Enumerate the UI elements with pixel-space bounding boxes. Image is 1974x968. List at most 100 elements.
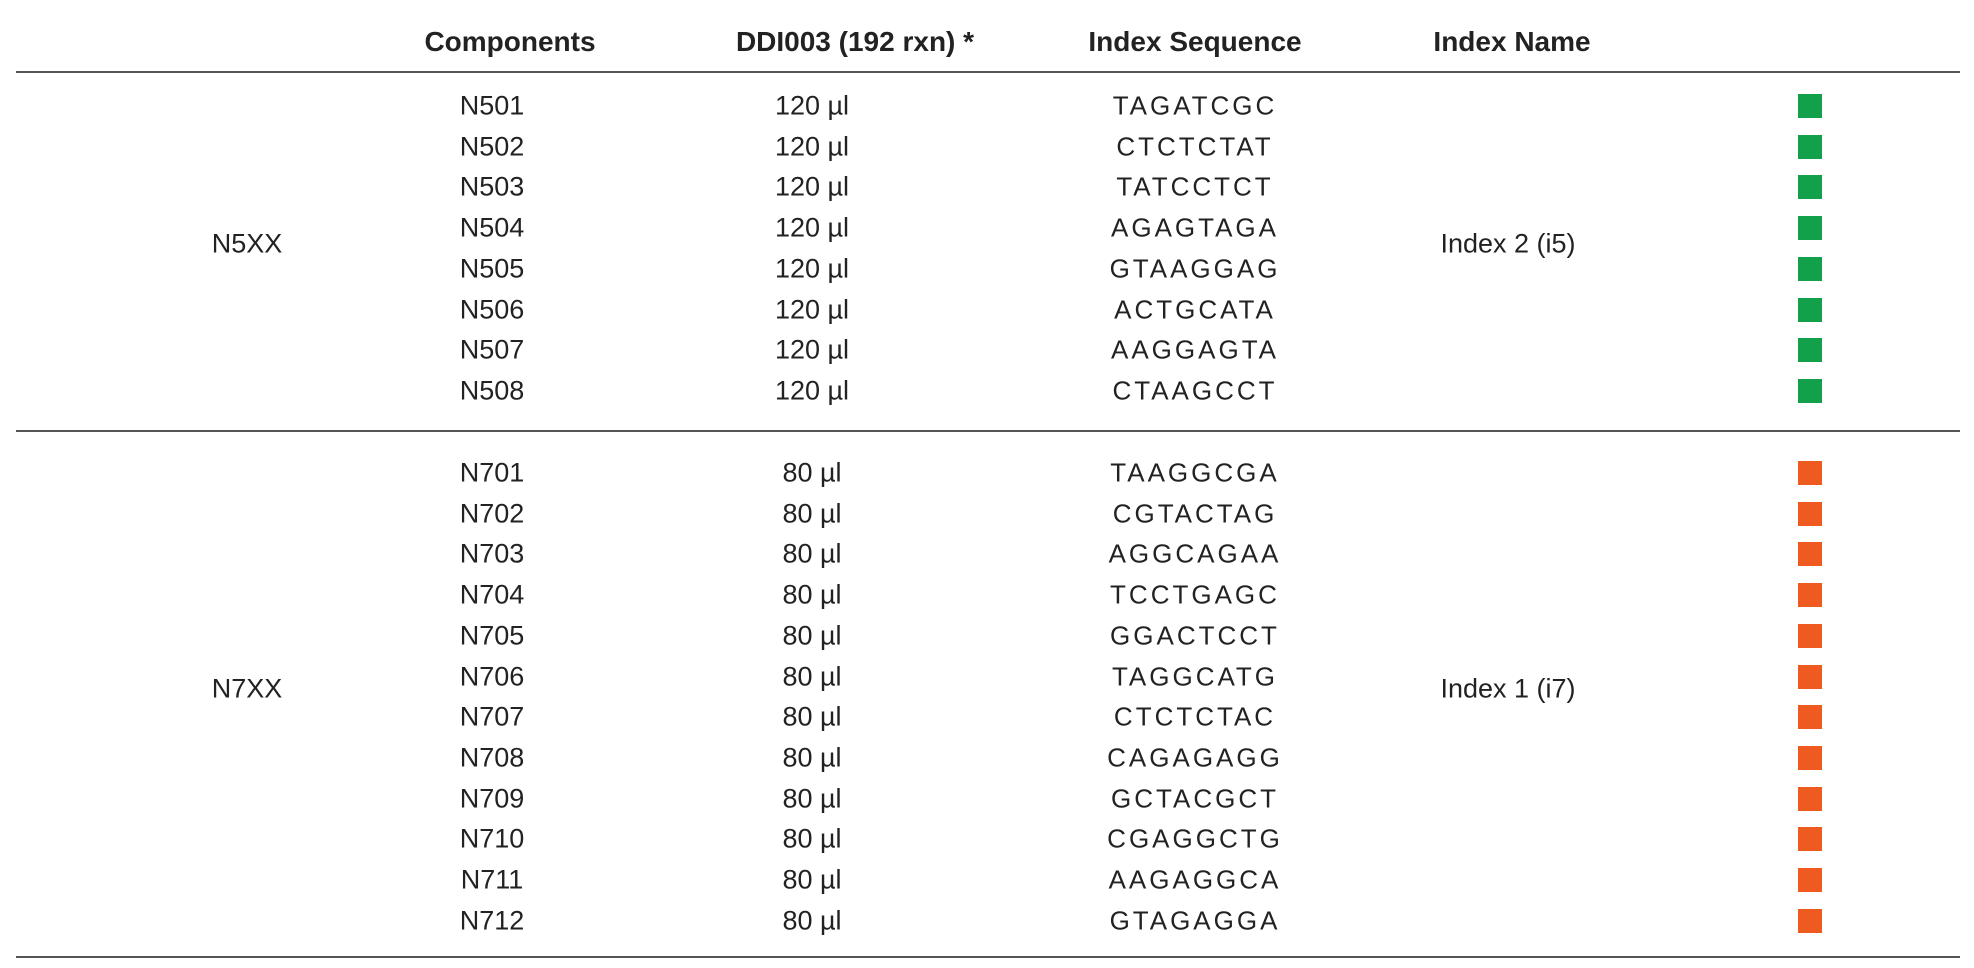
index-sequence-cell: CAGAGAGG <box>1107 742 1283 773</box>
volume-cell: 80 µl <box>782 579 842 610</box>
volume-cell: 80 µl <box>782 905 842 936</box>
index-sequence-cell: AAGGAGTA <box>1111 334 1279 365</box>
component-cell: N501 <box>459 90 525 121</box>
group-index-name: Index 2 (i5) <box>1440 228 1576 259</box>
color-swatch <box>1798 175 1822 200</box>
color-swatch <box>1798 297 1822 322</box>
table-row: N709 80 µl GCTACGCT <box>0 779 1974 819</box>
index-sequence-cell: CTAAGCCT <box>1112 375 1278 406</box>
table-row: N507 120 µl AAGGAGTA <box>0 330 1974 370</box>
table-row: N701 80 µl TAAGGCGA <box>0 453 1974 493</box>
volume-cell: 80 µl <box>782 457 842 488</box>
component-cell: N709 <box>459 783 525 814</box>
index-sequence-cell: CTCTCTAC <box>1113 701 1277 732</box>
table-row: N705 80 µl GGACTCCT <box>0 616 1974 656</box>
volume-cell: 120 µl <box>774 294 850 324</box>
volume-cell: 80 µl <box>782 620 842 651</box>
volume-cell: 120 µl <box>774 131 850 162</box>
color-swatch <box>1798 908 1822 933</box>
header-index-sequence: Index Sequence <box>1088 26 1302 57</box>
volume-cell: 80 µl <box>782 783 842 814</box>
table-row: N502 120 µl CTCTCTAT <box>0 127 1974 167</box>
group-n7xx: N7XX Index 1 (i7) N701 80 µl TAAGGCGA N702 8… <box>0 453 1974 937</box>
index-sequence-cell: AGGCAGAA <box>1108 538 1282 569</box>
table-bottom-rule <box>16 956 1960 958</box>
index-sequence-cell: GTAGAGGA <box>1109 905 1281 936</box>
component-cell: N711 <box>460 864 524 895</box>
index-sequence-cell: GCTACGCT <box>1111 783 1279 814</box>
component-cell: N707 <box>459 701 525 732</box>
color-swatch <box>1798 583 1822 608</box>
component-cell: N708 <box>459 742 525 773</box>
color-swatch <box>1798 664 1822 689</box>
volume-cell: 120 µl <box>774 253 850 284</box>
component-cell: N508 <box>459 375 525 406</box>
component-cell: N704 <box>459 579 525 610</box>
table-row: N501 120 µl TAGATCGC <box>0 86 1974 126</box>
component-cell: N703 <box>459 538 525 569</box>
component-cell: N702 <box>459 498 525 529</box>
component-cell: N505 <box>459 253 525 284</box>
index-sequence-cell: CGTACTAG <box>1112 498 1278 529</box>
index-sequence-cell: CGAGGCTG <box>1107 823 1283 854</box>
volume-cell: 80 µl <box>782 498 842 529</box>
header-divider <box>16 71 1960 73</box>
group-divider <box>16 430 1960 432</box>
header-volume: DDI003 (192 rxn) * <box>735 26 975 57</box>
index-sequence-cell: TAAGGCGA <box>1110 457 1280 488</box>
color-swatch <box>1798 501 1822 526</box>
volume-cell: 120 µl <box>774 90 850 121</box>
index-sequence-cell: TATCCTCT <box>1116 171 1274 202</box>
index-sequence-cell: GTAAGGAG <box>1109 253 1281 284</box>
color-swatch <box>1798 827 1822 852</box>
color-swatch <box>1798 705 1822 730</box>
table-row: N710 80 µl CGAGGCTG <box>0 819 1974 859</box>
header-index-name: Index Name <box>1433 26 1591 57</box>
component-cell: N701 <box>459 457 525 488</box>
table-row: N712 80 µl GTAGAGGA <box>0 901 1974 941</box>
table-row: N711 80 µl AAGAGGCA <box>0 860 1974 900</box>
table-row: N508 120 µl CTAAGCCT <box>0 371 1974 411</box>
index-sequence-cell: TAGGCATG <box>1111 661 1279 691</box>
volume-cell: 80 µl <box>782 661 842 691</box>
component-cell: N706 <box>459 661 525 691</box>
index-sequence-cell: TCCTGAGC <box>1110 579 1280 610</box>
color-swatch <box>1798 378 1822 403</box>
group-index-name: Index 1 (i7) <box>1440 673 1576 704</box>
color-swatch <box>1798 542 1822 567</box>
index-sequence-cell: CTCTCTAT <box>1116 131 1274 162</box>
table-header: Components DDI003 (192 rxn) * Index Sequ… <box>0 0 1974 72</box>
color-swatch <box>1798 256 1822 281</box>
group-label: N5XX <box>211 228 283 259</box>
volume-cell: 120 µl <box>774 212 850 243</box>
volume-cell: 80 µl <box>782 742 842 773</box>
index-sequence-cell: GGACTCCT <box>1110 620 1280 651</box>
table-row: N503 120 µl TATCCTCT <box>0 167 1974 207</box>
table-row: N707 80 µl CTCTCTAC <box>0 697 1974 737</box>
table-row: N704 80 µl TCCTGAGC <box>0 575 1974 615</box>
volume-cell: 120 µl <box>774 171 850 202</box>
header-components: Components <box>424 26 596 57</box>
table-row: N506 120 µl ACTGCATA <box>0 290 1974 330</box>
color-swatch <box>1798 338 1822 363</box>
volume-cell: 80 µl <box>782 823 842 854</box>
component-cell: N710 <box>459 823 525 854</box>
table-row: N504 120 µl AGAGTAGA <box>0 208 1974 248</box>
component-cell: N502 <box>459 131 525 162</box>
table-row: N505 120 µl GTAAGGAG <box>0 249 1974 289</box>
color-swatch <box>1798 461 1822 485</box>
volume-cell: 120 µl <box>774 334 850 365</box>
component-cell: N506 <box>459 294 525 324</box>
color-swatch <box>1798 623 1822 648</box>
color-swatch <box>1798 134 1822 159</box>
index-sequence-cell: ACTGCATA <box>1114 294 1276 324</box>
volume-cell: 80 µl <box>782 701 842 732</box>
color-swatch <box>1798 94 1822 118</box>
color-swatch <box>1798 868 1822 892</box>
volume-cell: 80 µl <box>782 538 842 569</box>
component-cell: N507 <box>459 334 525 365</box>
index-sequence-cell: AAGAGGCA <box>1108 864 1282 895</box>
group-label: N7XX <box>211 673 283 704</box>
table-row: N702 80 µl CGTACTAG <box>0 494 1974 534</box>
color-swatch <box>1798 745 1822 770</box>
